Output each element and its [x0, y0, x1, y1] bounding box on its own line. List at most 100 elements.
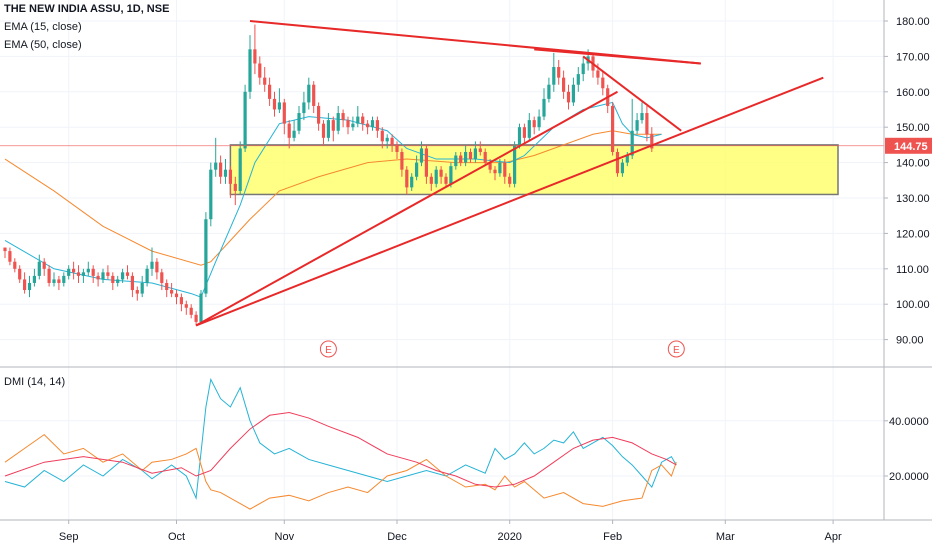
candle-body	[287, 123, 291, 138]
x-tick-label: Sep	[59, 531, 79, 543]
candle-body	[253, 49, 257, 64]
candle-body	[483, 151, 487, 163]
candle-body	[184, 304, 188, 308]
candle-body	[635, 120, 639, 131]
candle-body	[478, 148, 482, 152]
y-tick-label: 130.00	[896, 193, 930, 205]
candle-body	[238, 148, 242, 191]
y-tick-label: 150.00	[896, 122, 930, 134]
dmi-legend[interactable]: DMI (14, 14)	[4, 376, 66, 388]
candle-body	[91, 268, 95, 276]
candle-body	[537, 116, 541, 128]
trendline	[195, 76, 824, 327]
candle-body	[165, 282, 169, 291]
candle-body	[640, 113, 644, 121]
y-tick-label: 120.00	[896, 228, 930, 240]
candle-body	[415, 162, 419, 177]
candle-body	[395, 144, 399, 152]
candle-body	[111, 275, 115, 283]
ema50-line	[4, 130, 662, 266]
ema50-legend[interactable]: EMA (50, close)	[4, 39, 82, 51]
candle-body	[625, 155, 629, 163]
candle-body	[72, 268, 76, 273]
candle-body	[243, 91, 247, 149]
dmi-series-di	[4, 377, 677, 500]
candle-body	[517, 127, 522, 145]
candle-body	[194, 314, 198, 322]
candle-body	[140, 282, 144, 294]
candle-body	[282, 102, 286, 124]
candle-body	[493, 169, 497, 174]
candle-body	[390, 137, 394, 145]
candles	[3, 24, 654, 326]
candle-body	[37, 261, 41, 276]
trendline	[195, 90, 618, 327]
x-tick-label: Mar	[716, 531, 735, 543]
support-zone[interactable]	[229, 144, 839, 196]
candle-body	[116, 279, 120, 283]
trendline	[582, 55, 682, 132]
candle-body	[645, 113, 649, 135]
candle-body	[405, 169, 409, 188]
candle-body	[473, 148, 477, 160]
candle-body	[444, 176, 448, 184]
last-price-tag	[885, 137, 932, 154]
candle-body	[86, 268, 90, 273]
candle-body	[468, 151, 473, 160]
candle-body	[125, 272, 130, 276]
candle-body	[385, 137, 389, 142]
candle-body	[170, 290, 174, 294]
candle-body	[321, 123, 326, 138]
candle-body	[160, 272, 164, 283]
trendline	[534, 48, 701, 65]
symbol-title: THE NEW INDIA ASSU, 1D, NSE	[4, 3, 170, 15]
dmi-tick-label: 20.0000	[889, 471, 929, 483]
candle-body	[27, 282, 32, 291]
candle-body	[439, 169, 443, 177]
earnings-label: E	[673, 345, 680, 356]
candle-body	[219, 162, 223, 177]
grid	[0, 0, 884, 520]
candle-body	[228, 169, 232, 184]
candle-body	[199, 293, 203, 322]
candle-body	[356, 116, 360, 124]
x-tick-label: Dec	[387, 531, 407, 543]
candle-body	[527, 120, 531, 138]
candle-body	[62, 275, 66, 283]
candle-body	[268, 84, 272, 99]
candle-body	[233, 183, 237, 191]
candle-body	[292, 130, 296, 138]
ema15-legend[interactable]: EMA (15, close)	[4, 21, 82, 33]
candle-body	[581, 63, 585, 75]
candle-body	[488, 162, 492, 170]
candle-body	[258, 63, 262, 78]
candle-body	[174, 293, 179, 298]
x-tick-label: Nov	[275, 531, 295, 543]
y-tick-label: 160.00	[896, 87, 930, 99]
candle-body	[336, 113, 340, 131]
trendlines[interactable]	[195, 20, 824, 327]
candle-body	[317, 105, 321, 124]
candle-body	[106, 272, 110, 276]
ema15-polyline	[4, 101, 662, 298]
candle-body	[370, 120, 375, 128]
candle-body	[52, 279, 56, 283]
candle-body	[155, 261, 159, 273]
earnings-marker	[319, 340, 337, 358]
candle-body	[57, 279, 61, 283]
candle-body	[189, 307, 193, 315]
candle-body	[81, 272, 85, 276]
candle-body	[361, 116, 365, 124]
symbol-legend[interactable]: THE NEW INDIA ASSU, 1D, NSE	[4, 3, 169, 15]
candle-body	[601, 77, 605, 89]
candle-body	[434, 169, 438, 184]
candle-body	[532, 120, 536, 128]
candle-body	[375, 120, 379, 131]
candle-body	[449, 166, 453, 184]
candle-body	[3, 247, 7, 252]
candle-body	[96, 275, 100, 280]
candle-body	[400, 151, 404, 170]
